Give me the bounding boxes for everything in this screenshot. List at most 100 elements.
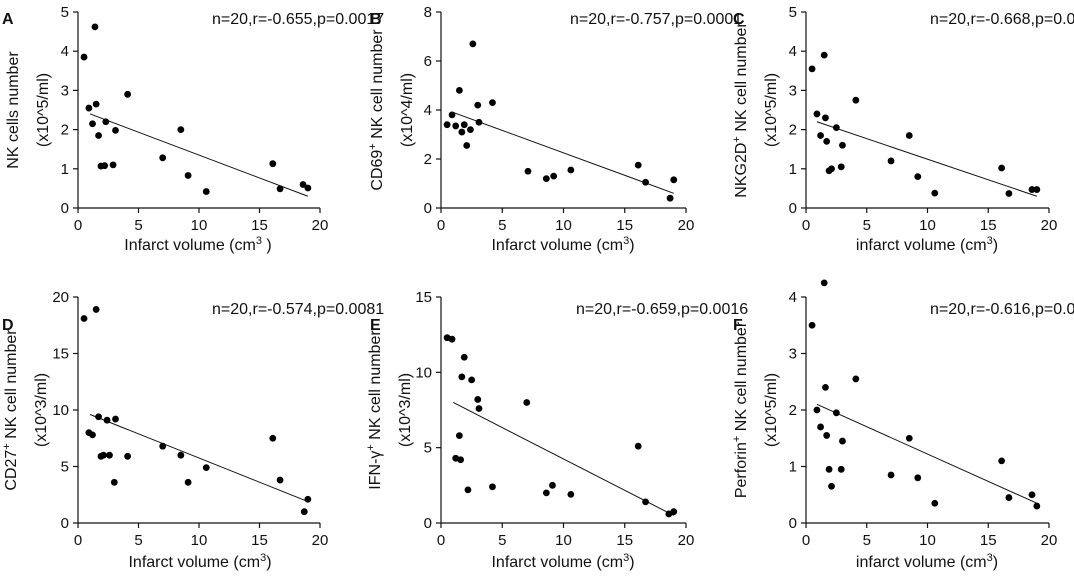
x-axis-label: Infarct volume (cm3)	[128, 552, 271, 571]
data-point	[112, 415, 119, 423]
data-point	[549, 481, 556, 489]
data-point	[101, 162, 109, 170]
y-tick: 5	[61, 4, 78, 21]
x-tick: 0	[74, 523, 82, 549]
data-point	[474, 396, 482, 403]
y-tick: 8	[424, 4, 441, 21]
y-tick: 4	[61, 43, 78, 60]
data-point	[448, 111, 456, 119]
data-point	[109, 161, 117, 169]
data-point	[184, 172, 192, 179]
y-tick: 5	[789, 4, 806, 21]
data-point	[304, 495, 312, 503]
y-axis-unit: (x10^3/ml)	[33, 373, 50, 447]
y-tick-label: 4	[424, 102, 432, 119]
x-tick: 20	[1041, 523, 1058, 549]
data-point	[474, 101, 482, 109]
regression-line	[453, 402, 674, 516]
data-point	[642, 498, 649, 506]
data-point	[542, 175, 550, 183]
data-point	[304, 184, 312, 192]
y-tick-label: 3	[789, 346, 797, 363]
y-axis-label: CD27+ NK cell number	[1, 329, 20, 491]
y-tick-label: 10	[52, 402, 69, 419]
data-point	[887, 157, 895, 165]
x-tick: 0	[802, 208, 810, 234]
data-point	[813, 110, 821, 118]
y-tick: 15	[415, 289, 441, 306]
data-point	[808, 321, 816, 329]
y-tick-label: 0	[789, 515, 797, 532]
data-point	[823, 432, 831, 439]
y-tick-label: 0	[789, 200, 797, 217]
data-point	[103, 416, 111, 424]
data-point	[92, 100, 100, 108]
y-tick-label: 2	[789, 122, 797, 139]
x-tick: 5	[863, 208, 871, 234]
x-axis-label: infarct volume (cm3)	[856, 235, 998, 254]
y-tick-label: 5	[789, 4, 797, 21]
data-point	[822, 114, 829, 122]
x-tick: 10	[919, 523, 936, 549]
x-tick-label: 15	[980, 532, 997, 549]
data-point	[931, 189, 939, 197]
x-tick-label: 15	[616, 217, 633, 234]
panel-letter: A	[2, 11, 14, 28]
y-axis-unit: (x10^5/ml)	[763, 373, 780, 447]
stat-annotation: n=20,r=-0.668,p=0.0013	[930, 11, 1074, 28]
y-tick: 15	[52, 346, 78, 363]
panel-letter: B	[370, 11, 382, 28]
data-point	[837, 163, 845, 171]
data-point	[112, 126, 119, 134]
panel-e: 0 5 10 15 0 5 10 15 20 En=20,r=-0.659,p=0.0016 Inf…	[365, 289, 748, 571]
data-point	[458, 373, 466, 381]
data-point	[1005, 494, 1013, 501]
data-point	[817, 132, 824, 139]
panel-letter: E	[370, 317, 381, 334]
data-point	[567, 166, 575, 174]
data-point	[464, 486, 472, 494]
y-tick-label: 2	[61, 122, 69, 139]
data-point	[467, 126, 474, 133]
data-point	[463, 142, 471, 149]
data-point	[469, 40, 477, 48]
y-axis-unit: (x10^4/ml)	[399, 73, 416, 147]
data-point	[905, 434, 913, 442]
data-point	[813, 406, 821, 414]
x-tick: 0	[437, 523, 445, 549]
y-tick-label: 6	[424, 53, 432, 70]
stat-annotation: n=20,r=-0.616,p=0.0038	[930, 301, 1074, 318]
regression-line	[816, 403, 1038, 504]
data-point	[567, 490, 575, 498]
data-point	[931, 499, 939, 507]
x-tick-label: 20	[1041, 532, 1058, 549]
data-point	[914, 173, 922, 181]
data-point	[905, 132, 913, 139]
data-point	[110, 478, 118, 486]
y-tick-label: 10	[415, 364, 432, 381]
y-tick: 1	[789, 459, 806, 476]
data-point	[524, 167, 532, 175]
x-tick-label: 10	[919, 217, 936, 234]
data-point	[820, 51, 828, 59]
data-point	[998, 457, 1006, 465]
data-point	[1005, 190, 1013, 197]
x-axis-label: Infarct volume (cm3)	[491, 552, 634, 571]
x-tick-label: 5	[134, 217, 142, 234]
data-point	[460, 353, 468, 361]
y-tick: 0	[789, 200, 806, 217]
x-tick-label: 15	[251, 532, 268, 549]
x-axis-label: Infarct volume (cm3)	[491, 235, 634, 254]
data-point	[177, 126, 185, 133]
data-point	[95, 132, 102, 139]
y-tick: 2	[789, 122, 806, 139]
x-tick: 10	[191, 208, 207, 234]
data-point	[457, 456, 464, 464]
x-tick-label: 20	[312, 532, 329, 549]
y-axis-unit: (x10^3/ml)	[397, 373, 414, 447]
y-tick: 1	[789, 161, 806, 178]
data-point	[489, 483, 496, 491]
y-tick-label: 1	[789, 459, 797, 476]
y-tick: 3	[61, 82, 78, 99]
y-tick: 4	[789, 43, 806, 60]
